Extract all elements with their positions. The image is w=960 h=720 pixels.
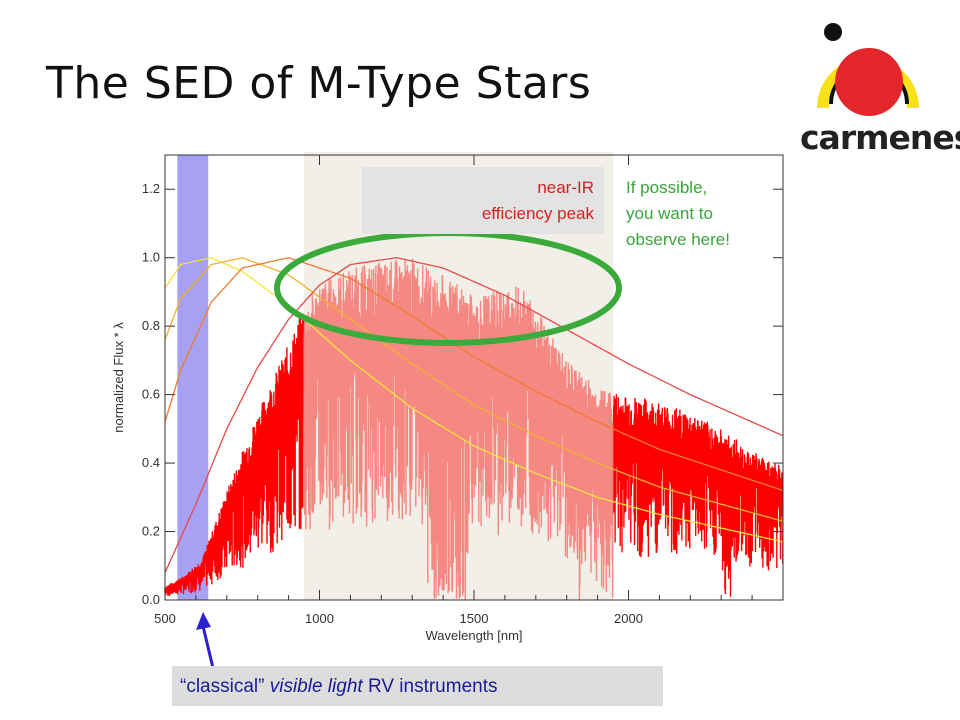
y-tick-label: 0.4 xyxy=(142,455,160,470)
label-part-1: “classical” xyxy=(180,676,270,697)
y-tick-label: 0.2 xyxy=(142,524,160,539)
y-tick-label: 1.2 xyxy=(142,181,160,196)
blackbody-curve-2 xyxy=(164,257,784,492)
y-tick-label: 0.6 xyxy=(142,387,160,402)
nir-annotation-line-1: near-IR xyxy=(537,178,594,197)
arrow-head xyxy=(196,612,211,630)
blackbody-curve-0 xyxy=(164,257,784,543)
nir-annotation-box xyxy=(362,167,604,234)
nir-annotation: near-IR efficiency peak xyxy=(362,175,594,227)
band-0 xyxy=(177,155,209,600)
nir-annotation-line-2: efficiency peak xyxy=(481,204,594,223)
label-part-2: visible light xyxy=(269,676,363,697)
observe-annotation: If possible, you want to observe here! xyxy=(626,175,796,253)
arrow-shaft xyxy=(201,625,215,669)
observe-line-3: observe here! xyxy=(626,230,730,249)
x-tick-label: 500 xyxy=(154,611,176,626)
observe-line-2: you want to xyxy=(626,204,713,223)
x-tick-label: 1000 xyxy=(305,611,334,626)
blackbody-curve-1 xyxy=(164,257,784,522)
y-axis-label: normalized Flux * λ xyxy=(111,322,126,433)
bottom-label-box xyxy=(172,666,663,706)
slide-title: The SED of M-Type Stars xyxy=(46,58,592,109)
observe-line-1: If possible, xyxy=(626,178,708,197)
y-tick-label: 0.8 xyxy=(142,318,160,333)
y-tick-label: 1.0 xyxy=(142,250,160,265)
label-part-3: RV instruments xyxy=(362,676,498,697)
logo-wordmark: carmenes xyxy=(800,118,960,157)
carmenes-logo xyxy=(817,23,919,116)
y-tick-label: 0.0 xyxy=(142,592,160,607)
x-tick-label: 2000 xyxy=(614,611,643,626)
x-tick-label: 1500 xyxy=(460,611,489,626)
visible-instruments-label: “classical” visible light RV instruments xyxy=(180,676,497,698)
x-axis-label: Wavelength [nm] xyxy=(425,628,522,643)
blackbody-curve-3 xyxy=(164,257,784,573)
